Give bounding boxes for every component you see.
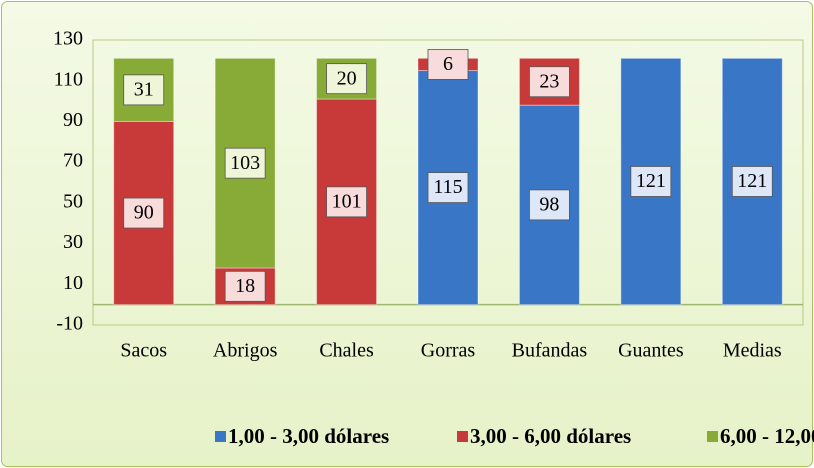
- data-label: 121: [737, 170, 767, 192]
- data-label: 121: [636, 170, 666, 192]
- y-tick-label: 50: [63, 190, 83, 212]
- x-tick-label: Guantes: [618, 340, 684, 362]
- data-label-box: [326, 63, 367, 95]
- data-label-box: [630, 166, 672, 197]
- legend-marker: [707, 431, 718, 442]
- x-tick-label: Sacos: [120, 340, 167, 362]
- data-label-box: [427, 172, 469, 203]
- y-tick-label: 90: [63, 109, 83, 131]
- data-label: 23: [539, 70, 559, 92]
- x-tick-label: Chales: [319, 340, 374, 362]
- data-label-box: [529, 66, 570, 98]
- data-label: 6: [443, 53, 453, 75]
- data-label: 103: [230, 152, 260, 174]
- data-label: 90: [134, 202, 154, 224]
- y-tick-label: 110: [54, 68, 83, 90]
- plot-area: [92, 39, 804, 326]
- legend-marker: [457, 431, 468, 442]
- data-label-box: [224, 147, 266, 179]
- data-label-box: [326, 186, 367, 218]
- x-tick-label: Bufandas: [512, 340, 588, 362]
- legend-text: 3,00 - 6,00 dólares: [470, 424, 631, 448]
- data-label-box: [731, 166, 773, 197]
- data-label-box: [427, 49, 469, 80]
- y-tick-label: 10: [63, 272, 83, 294]
- x-tick-label: Abrigos: [213, 340, 278, 362]
- legend-text: 6,00 - 12,00 dólares: [720, 424, 814, 448]
- data-label: 101: [332, 190, 362, 212]
- data-label: 18: [235, 275, 255, 297]
- data-label: 20: [337, 67, 357, 89]
- x-tick-label: Medias: [723, 340, 782, 362]
- data-label-box: [224, 270, 266, 302]
- data-label: 98: [539, 193, 559, 215]
- y-tick-label: -10: [56, 313, 83, 335]
- legend-text: 1,00 - 3,00 dólares: [228, 424, 389, 448]
- y-tick-label: 130: [53, 28, 83, 50]
- y-tick-label: 70: [63, 150, 83, 172]
- data-label: 115: [433, 176, 462, 198]
- x-tick-label: Gorras: [421, 340, 476, 362]
- legend-marker: [215, 431, 226, 442]
- data-label-box: [529, 189, 570, 221]
- data-label: 31: [134, 78, 154, 100]
- data-label-box: [123, 74, 165, 106]
- data-label-box: [123, 197, 165, 229]
- y-tick-label: 30: [63, 231, 83, 253]
